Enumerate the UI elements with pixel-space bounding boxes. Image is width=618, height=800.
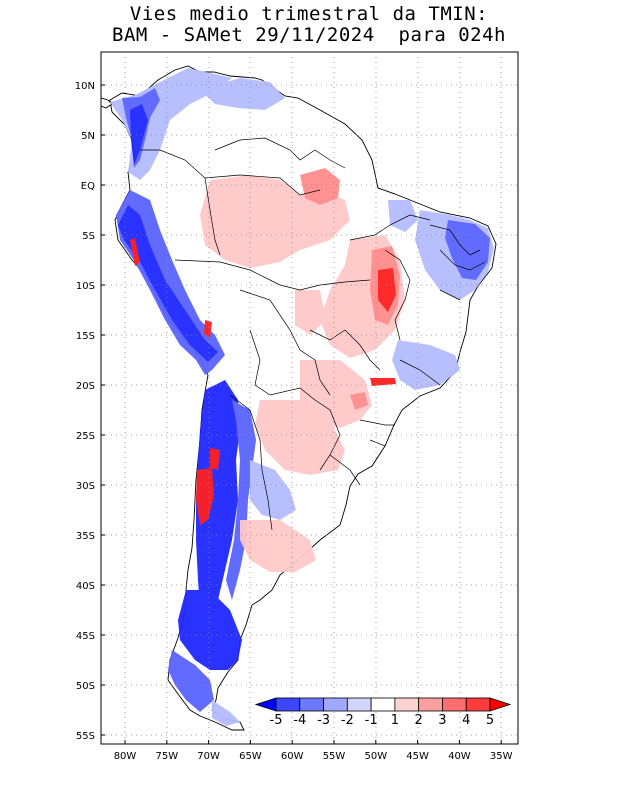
longitude-axis: 80W 75W 70W 65W 60W 55W 50W 45W 40W 35W [114,740,513,762]
lat-tick-label: 35S [76,531,95,542]
lon-tick-label: 60W [281,751,304,762]
colorbar-label: -4 [293,713,306,728]
country-borders [140,137,486,531]
colorbar-segment [442,697,467,712]
lon-tick-label: 55W [323,751,346,762]
colorbar-segment [394,697,420,712]
lon-tick-label: 75W [155,751,178,762]
lat-tick-label: 5N [81,131,95,142]
colorbar-label: 3 [438,713,446,728]
lat-tick-label: 10N [75,81,95,92]
lon-tick-label: 40W [448,751,471,762]
map-title-line1: Vies medio trimestral da TMIN: [129,3,489,25]
colorbar-label: -5 [270,713,283,728]
lat-tick-label: 45S [76,631,95,642]
positive-bias-areas [130,168,405,572]
negative-bias-areas [110,68,494,726]
colorbar-segment [370,697,396,712]
colorbar-segment [323,697,348,712]
colorbar-label: -2 [341,713,354,728]
colorbar-label: -3 [317,713,330,728]
lat-tick-label: 30S [76,481,95,492]
colorbar-label: 1 [391,713,399,728]
graticule [101,52,518,744]
lon-tick-label: 35W [490,751,513,762]
colorbar-arrow-high [489,697,512,712]
colorbar-label: -1 [365,713,378,728]
colorbar-segment [275,697,301,712]
central-america-outline [101,97,113,109]
lat-tick-label: 50S [76,681,95,692]
colorbar-label: 2 [415,713,423,728]
colorbar-segment [465,697,491,712]
map-title-line2: BAM - SAMet 29/11/2024 para 024h [112,24,506,46]
lat-tick-label: 5S [82,231,95,242]
colorbar: -5 -4 -3 -2 -1 1 2 3 4 5 [254,697,512,728]
lat-tick-label: 15S [76,331,95,342]
lon-tick-label: 80W [114,751,137,762]
colorbar-segment [346,697,372,712]
colorbar-segment [418,697,443,712]
lat-tick-label: 20S [76,381,95,392]
lon-tick-label: 50W [364,751,387,762]
lat-tick-label: 40S [76,581,95,592]
lat-tick-label: EQ [81,181,95,192]
lon-tick-label: 45W [406,751,429,762]
latitude-axis: 10N 5N EQ 5S 10S 15S 20S 25S 30S 35S 40S 45S 50S 55S [75,81,105,742]
lon-tick-label: 65W [239,751,262,762]
colorbar-label: 5 [486,713,494,728]
lat-tick-label: 10S [76,281,95,292]
lat-tick-label: 25S [76,431,95,442]
lat-tick-label: 55S [76,731,95,742]
colorbar-label: 4 [462,713,470,728]
lon-tick-label: 70W [197,751,220,762]
colorbar-segment [299,697,324,712]
